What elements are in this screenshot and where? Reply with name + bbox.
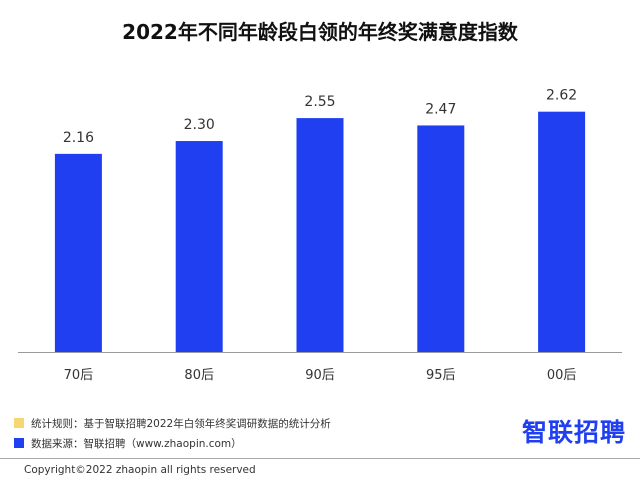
x-tick-label-4: 00后 [547,368,577,383]
value-label-4: 2.62 [546,88,577,104]
value-labels-group: 2.16 2.30 2.55 2.47 2.62 [63,88,577,146]
value-label-1: 2.30 [184,117,215,133]
bar-2 [296,118,344,352]
footer-divider [0,458,640,459]
x-tick-label-2: 90后 [305,368,335,383]
x-tick-labels-group: 70后 80后 90后 95后 00后 [64,368,577,383]
brand-logo: 智联招聘 [521,418,626,447]
bar-4 [538,111,586,352]
stat-rule-note: 统计规则：基于智联招聘2022年白领年终奖调研数据的统计分析 [14,415,331,431]
x-tick-label-0: 70后 [64,368,94,383]
bar-1 [175,141,223,352]
data-source-swatch [14,438,24,448]
bar-3 [417,125,465,352]
copyright-text: Copyright©2022 zhaopin all rights reserv… [24,464,256,476]
data-source-text: 数据来源：智联招聘（www.zhaopin.com） [31,437,242,450]
x-tick-label-1: 80后 [184,368,214,383]
chart-title: 2022年不同年龄段白领的年终奖满意度指数 [122,20,518,44]
bars-group [54,111,586,352]
value-label-3: 2.47 [425,101,456,117]
data-source-note: 数据来源：智联招聘（www.zhaopin.com） [14,435,331,451]
value-label-2: 2.55 [304,94,335,110]
chart-notes: 统计规则：基于智联招聘2022年白领年终奖调研数据的统计分析 数据来源：智联招聘… [14,415,331,455]
stat-rule-swatch [14,418,24,428]
stat-rule-text: 统计规则：基于智联招聘2022年白领年终奖调研数据的统计分析 [31,417,331,430]
x-tick-label-3: 95后 [426,368,456,383]
bar-0 [54,153,102,352]
value-label-0: 2.16 [63,130,94,146]
bar-chart: 2.16 2.30 2.55 2.47 2.62 70后 80后 90后 95后 00后 [18,88,622,383]
